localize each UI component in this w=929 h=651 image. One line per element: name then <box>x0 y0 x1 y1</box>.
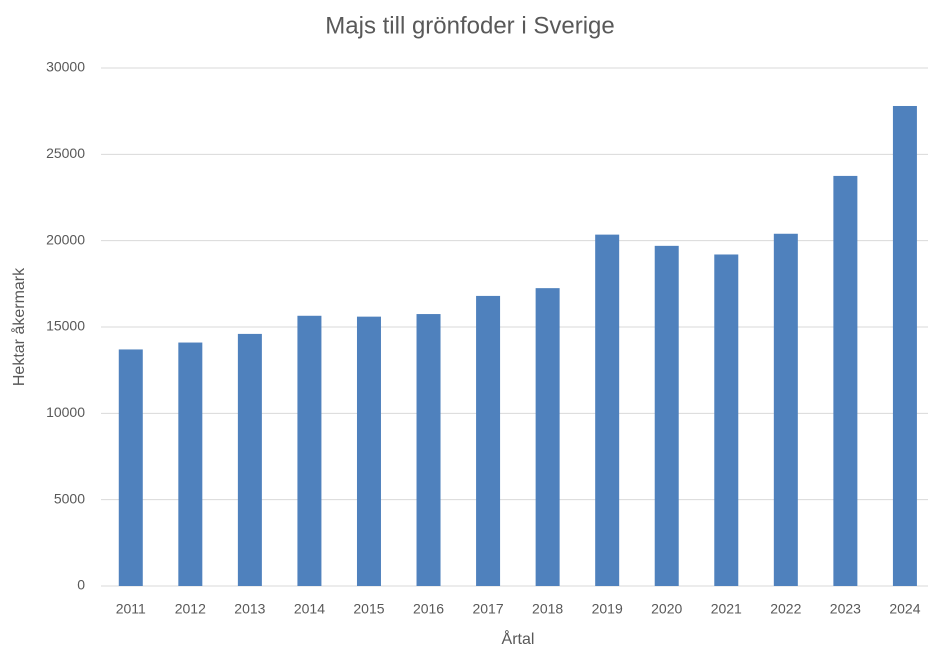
bar <box>535 288 560 586</box>
bar <box>416 314 441 586</box>
y-tick-label: 20000 <box>46 231 85 247</box>
bar <box>118 349 143 586</box>
x-tick-label: 2023 <box>830 601 861 617</box>
x-tick-label: 2012 <box>175 601 206 617</box>
bar <box>714 254 739 587</box>
chart-title: Majs till grönfoder i Sverige <box>325 12 614 39</box>
bar <box>773 233 798 586</box>
bar <box>297 315 322 586</box>
y-tick-label: 25000 <box>46 145 85 161</box>
x-tick-label: 2016 <box>413 601 444 617</box>
x-tick-label: 2014 <box>294 601 325 617</box>
bar <box>178 342 203 586</box>
x-tick-label: 2020 <box>651 601 682 617</box>
bar <box>237 333 262 586</box>
y-tick-label: 15000 <box>46 318 85 334</box>
bar <box>476 295 501 586</box>
bar <box>654 245 679 586</box>
x-tick-label: 2013 <box>234 601 265 617</box>
x-tick-label: 2024 <box>889 601 920 617</box>
bar <box>892 105 917 586</box>
bar <box>595 234 620 586</box>
x-tick-label: 2021 <box>711 601 742 617</box>
y-tick-label: 30000 <box>46 59 85 75</box>
x-tick-label: 2011 <box>116 601 146 617</box>
y-tick-label: 10000 <box>46 404 85 420</box>
x-tick-label: 2018 <box>532 601 563 617</box>
x-tick-label: 2022 <box>770 601 801 617</box>
y-tick-label: 5000 <box>54 490 85 506</box>
x-axis-label: Årtal <box>502 629 535 648</box>
y-tick-label: 0 <box>77 577 85 593</box>
y-axis-label: Hektar åkermark <box>10 267 28 386</box>
x-tick-label: 2019 <box>592 601 623 617</box>
x-tick-label: 2015 <box>353 601 384 617</box>
bar <box>356 316 381 586</box>
bar <box>833 175 858 586</box>
x-tick-label: 2017 <box>472 601 503 617</box>
